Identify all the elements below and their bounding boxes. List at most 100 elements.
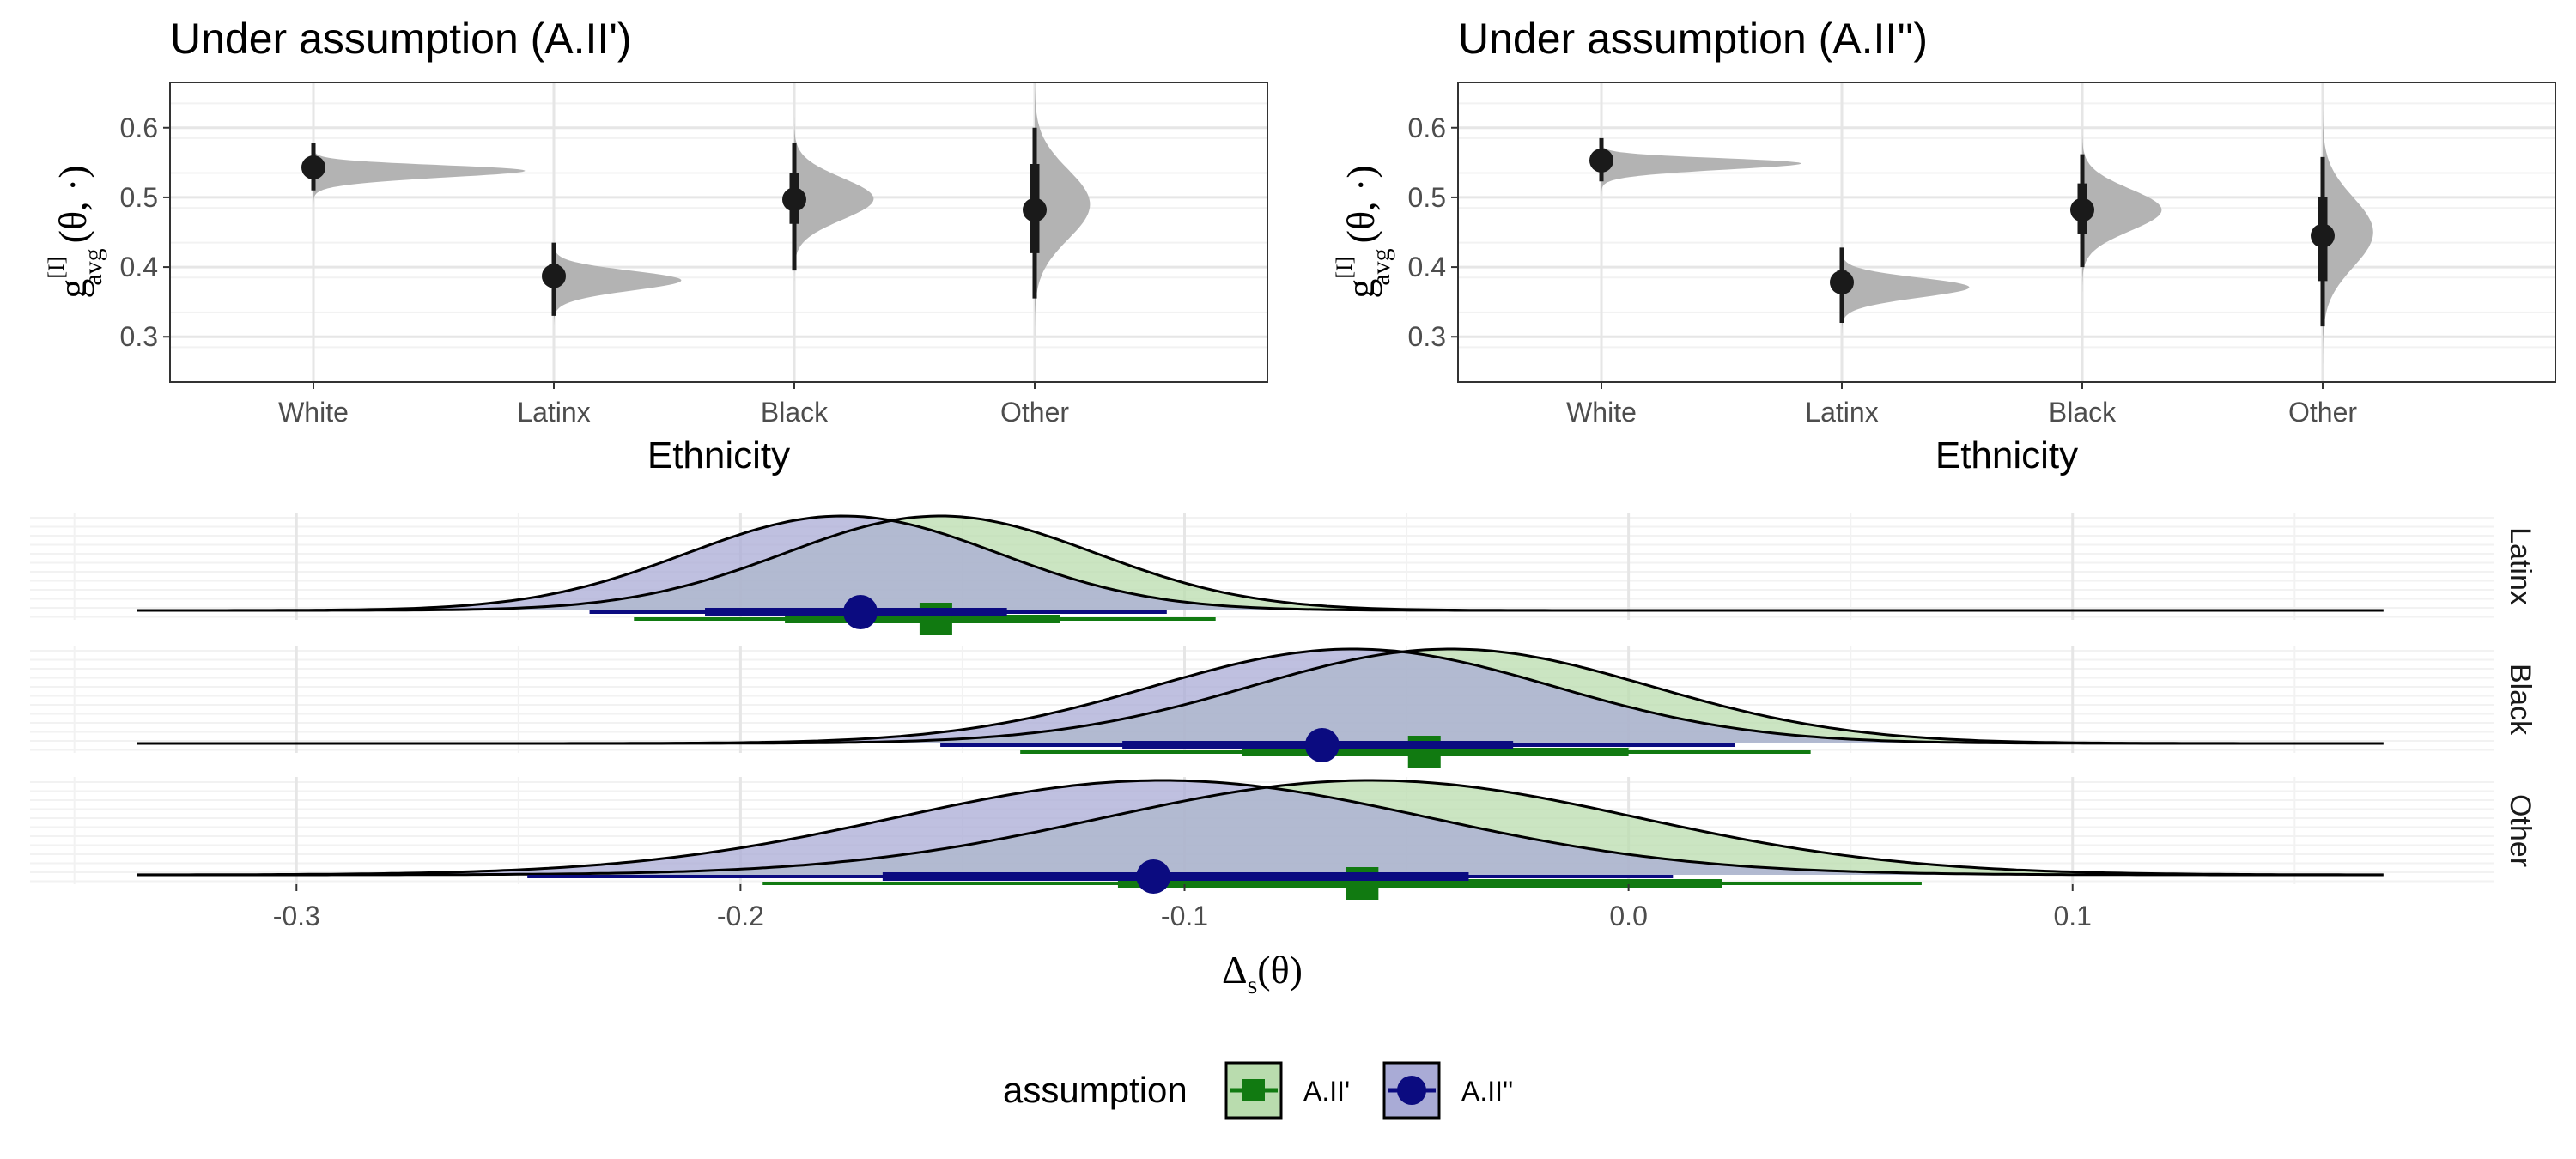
density-outline-aii-double-prime <box>137 514 2384 612</box>
x-tick-label-white: White <box>1566 397 1637 428</box>
y-tick-label: 0.6 <box>1408 112 1446 143</box>
density-latinx <box>1842 228 1970 334</box>
median-point-other <box>2311 223 2335 248</box>
panel-assumption-aii-double-prime: Under assumption (A.II'') 0.3 0.4 0.5 0.6 W… <box>1332 15 2556 476</box>
y-tick-label: 0.5 <box>120 182 158 213</box>
data-marks <box>1589 82 2373 382</box>
x-axis-title: Ethnicity <box>647 434 790 476</box>
facet-strip-label-latinx: Latinx <box>2504 527 2537 605</box>
density-fill-aii-double-prime <box>137 780 2384 875</box>
y-axis-title-sup: [I] <box>1332 257 1357 279</box>
median-circle-aii-double-prime <box>1304 728 1340 762</box>
x-tick-label-black: Black <box>2049 397 2117 428</box>
y-axis-title-main: g <box>51 279 94 299</box>
x-tick-label-white: White <box>278 397 349 428</box>
x-axis-ticks: White Latinx Black Other <box>1566 382 2357 428</box>
density-other <box>2323 82 2373 382</box>
median-point-black <box>782 187 806 212</box>
density-black <box>794 113 874 295</box>
median-circle-aii-double-prime <box>1136 859 1171 894</box>
x-axis-title: Ethnicity <box>1935 434 2078 476</box>
data-marks <box>301 82 1091 382</box>
facets: Latinx Black Other <box>30 513 2540 900</box>
median-square-aii-prime <box>919 603 952 635</box>
grid <box>170 82 1267 383</box>
y-axis-title-main: g <box>1339 279 1382 299</box>
facet-strip-label-other: Other <box>2504 794 2537 867</box>
y-tick-label: 0.4 <box>1408 252 1446 282</box>
x-axis-title-main: Δ <box>1222 948 1248 992</box>
density-latinx <box>554 221 682 325</box>
legend: assumption A.II' A.II'' <box>1003 1061 1513 1120</box>
y-axis-title-args: (θ, ·) <box>51 165 94 243</box>
median-point-latinx <box>1830 270 1854 294</box>
x-tick-label: 0.1 <box>2053 901 2091 931</box>
facet-strip <box>2499 513 2540 620</box>
facet-strip <box>2499 646 2540 753</box>
panel-border <box>1457 82 2556 383</box>
panel-title: Under assumption (A.II') <box>170 15 632 63</box>
y-tick-label: 0.5 <box>1408 182 1446 213</box>
legend-item-aii-prime: A.II' <box>1224 1061 1350 1120</box>
median-point-white <box>1589 148 1613 173</box>
y-axis-title: g[I] avg (θ, ·) <box>44 165 107 298</box>
panel-difference-densities: Latinx Black Other -0.3 -0.2 -0.1 0.0 0.1 Δs(θ… <box>30 513 2540 999</box>
median-point-black <box>2070 197 2094 222</box>
median-square-aii-prime <box>1346 867 1379 900</box>
y-axis-title-args: (θ, ·) <box>1339 165 1382 243</box>
x-axis-ticks: White Latinx Black Other <box>278 382 1069 428</box>
grid <box>1458 82 2555 383</box>
x-axis-title-sub: s <box>1248 971 1258 999</box>
x-tick-label-latinx: Latinx <box>1805 397 1878 428</box>
legend-label-aii-prime: A.II' <box>1303 1076 1350 1107</box>
x-axis-title: Δs(θ) <box>1222 948 1303 999</box>
svg-text:g[I]avg(θ, ·): g[I] avg (θ, ·) <box>44 165 107 298</box>
legend-key-square-marker <box>1242 1079 1265 1101</box>
y-axis-ticks: 0.3 0.4 0.5 0.6 <box>1408 112 1458 352</box>
density-outline-aii-double-prime <box>137 647 2384 745</box>
x-tick-label: -0.2 <box>717 901 764 931</box>
y-tick-label: 0.3 <box>1408 321 1446 352</box>
y-axis-title-sub: avg <box>1367 248 1395 285</box>
median-point-other <box>1023 197 1047 222</box>
median-square-aii-prime <box>1407 736 1441 768</box>
facet-strip <box>2499 777 2540 884</box>
density-black <box>2082 127 2162 295</box>
panel-title: Under assumption (A.II'') <box>1458 15 1928 63</box>
median-point-white <box>301 155 325 180</box>
svg-text:g[I]avg(θ, ·): g[I] avg (θ, ·) <box>1332 165 1395 298</box>
panel-border <box>169 82 1268 383</box>
y-axis-title-sup: [I] <box>44 257 69 279</box>
density-fill-aii-double-prime <box>137 649 2384 743</box>
legend-label-aii-double-prime: A.II'' <box>1461 1076 1513 1107</box>
x-tick-label-black: Black <box>761 397 829 428</box>
median-circle-aii-double-prime <box>843 595 878 629</box>
density-fill-aii-double-prime <box>137 516 2384 610</box>
density-other <box>1035 82 1091 382</box>
facet-strip-label-black: Black <box>2504 664 2537 736</box>
x-tick-label: -0.1 <box>1161 901 1208 931</box>
x-tick-label-latinx: Latinx <box>517 397 590 428</box>
facet-latinx: Latinx <box>30 513 2540 635</box>
panel-assumption-aii-prime: Under assumption (A.II') 0.3 0.4 0.5 0.6 Wh… <box>44 15 1268 476</box>
legend-title: assumption <box>1003 1070 1188 1110</box>
x-axis-ticks: -0.3 -0.2 -0.1 0.0 0.1 <box>273 884 2092 931</box>
facet-black: Black <box>30 646 2540 768</box>
x-tick-label-other: Other <box>1000 397 1069 428</box>
median-point-latinx <box>542 264 566 288</box>
y-tick-label: 0.3 <box>120 321 158 352</box>
legend-key-circle-marker <box>1397 1076 1426 1105</box>
x-tick-label-other: Other <box>2288 397 2357 428</box>
y-axis-ticks: 0.3 0.4 0.5 0.6 <box>120 112 170 352</box>
x-tick-label: -0.3 <box>273 901 320 931</box>
density-white <box>313 127 526 204</box>
legend-item-aii-double-prime: A.II'' <box>1382 1061 1513 1120</box>
density-white <box>1601 124 1801 194</box>
facet-other: Other <box>30 777 2540 900</box>
y-axis-title-sub: avg <box>79 248 107 285</box>
y-tick-label: 0.4 <box>120 252 158 282</box>
density-outline-aii-prime <box>137 779 2384 877</box>
density-outline-aii-double-prime <box>137 779 2384 877</box>
y-axis-title: g[I] avg (θ, ·) <box>1332 165 1395 298</box>
